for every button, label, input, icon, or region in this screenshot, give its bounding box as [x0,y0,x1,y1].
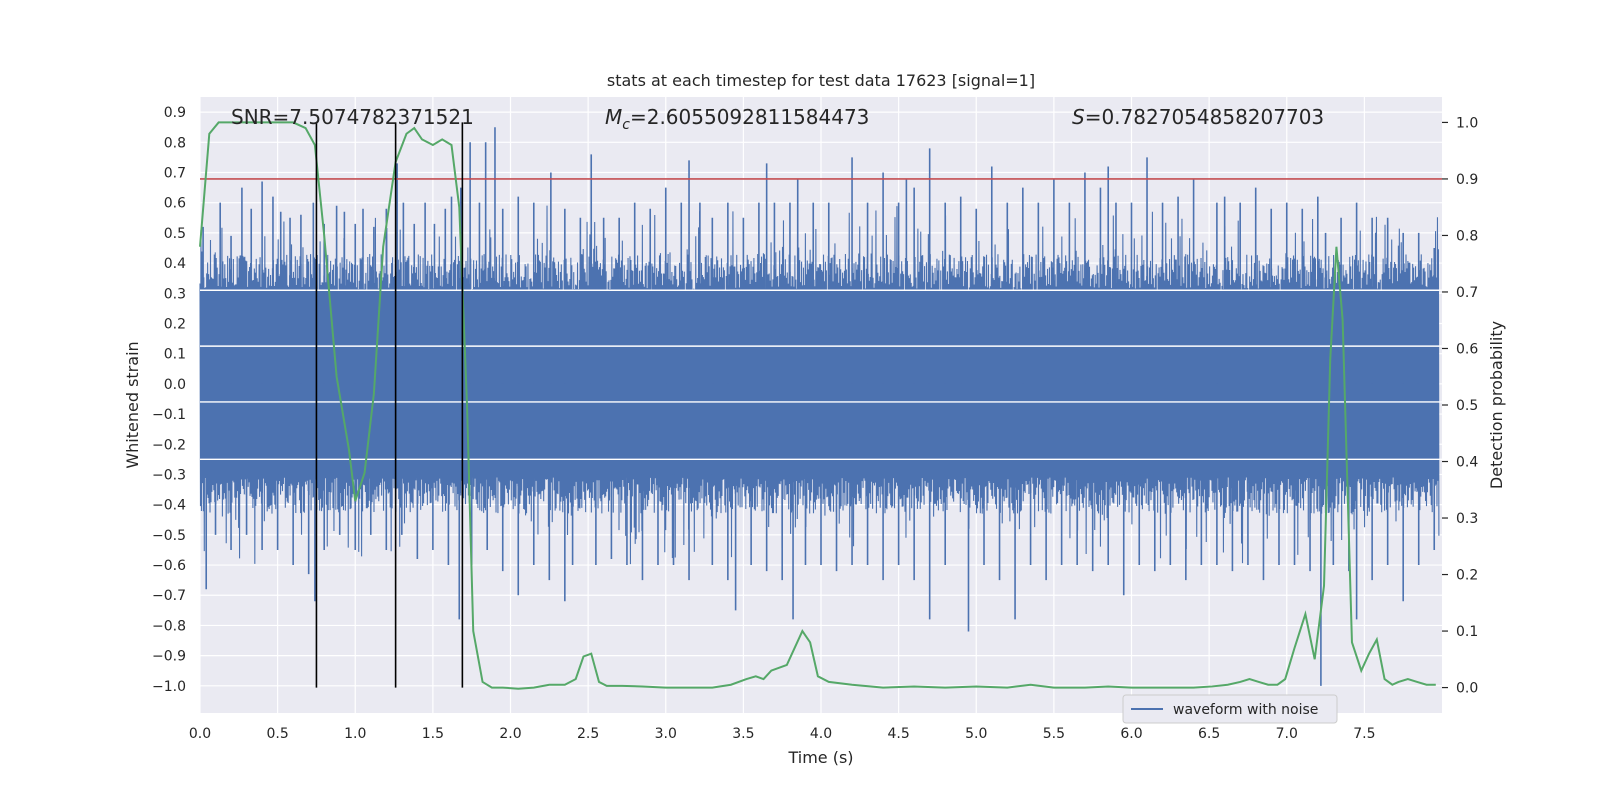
x-tick-label: 4.5 [887,726,909,742]
y2-axis-label: Detection probability [1487,321,1506,489]
x-tick-label: 5.0 [965,726,987,742]
s-annotation: S=0.7827054858207703 [1072,105,1324,129]
x-tick-label: 0.5 [266,726,288,742]
y2-tick-label: 0.6 [1456,341,1478,357]
mc-value: =2.6055092811584473 [630,105,869,129]
y-tick-label: 0.8 [164,135,186,151]
y-tick-label: 0.0 [164,377,186,393]
axes: 0.0 0.5 1.0 1.5 2.0 2.5 3.0 3.5 4.0 4.5 5.0 5.5 6.0 6… [152,105,1478,742]
x-tick-label: 1.0 [344,726,366,742]
legend: waveform with noise [1122,694,1338,724]
x-tick-label: 6.0 [1120,726,1142,742]
x-tick-label: 1.5 [422,726,444,742]
y-tick-label: −0.4 [152,498,186,514]
x-tick-label: 6.5 [1198,726,1220,742]
y-tick-label: −0.7 [152,588,186,604]
y2-tick-label: 0.8 [1456,228,1478,244]
x-tick-label: 2.0 [499,726,521,742]
y2-tick-label: 0.9 [1456,172,1478,188]
x-tick-label: 4.0 [810,726,832,742]
y2-tick-label: 1.0 [1456,115,1478,131]
mc-subscript: c [622,117,630,133]
y-tick-label: −0.8 [152,618,186,634]
x-tick-label: 7.0 [1276,726,1298,742]
x-axis-label: Time (s) [787,748,853,767]
y2-tick-label: 0.2 [1456,568,1478,584]
s-symbol: S [1072,105,1085,129]
probability-line [199,121,1436,690]
legend-label: waveform with noise [1173,702,1318,718]
y-tick-label: −1.0 [152,679,186,695]
y-tick-label: 0.9 [164,105,186,121]
y2-tick-label: 0.1 [1456,624,1478,640]
y-tick-label: 0.4 [164,256,186,272]
y2-tick-label: 0.7 [1456,285,1478,301]
y2-tick-label: 0.3 [1456,511,1478,527]
y-tick-label: −0.3 [152,467,186,483]
y-tick-label: 0.3 [164,286,186,302]
y2-tick-label: 0.5 [1456,398,1478,414]
vertical-markers [315,122,464,688]
x-tick-label: 2.5 [577,726,599,742]
y-tick-label: 0.2 [164,316,186,332]
y2-tick-label: 0.0 [1456,681,1478,697]
y-tick-label: 0.6 [164,196,186,212]
s-value: =0.7827054858207703 [1085,105,1324,129]
x-tick-label: 5.5 [1043,726,1065,742]
y-tick-label: 0.1 [164,347,186,363]
mc-symbol: M [605,105,622,129]
chirp-mass-annotation: Mc=2.6055092811584473 [605,105,869,133]
y-tick-label: −0.2 [152,437,186,453]
y-tick-label: 0.7 [164,165,186,181]
y-tick-label: −0.1 [152,407,186,423]
y2-tick-label: 0.4 [1456,455,1478,471]
y-tick-label: −0.5 [152,528,186,544]
x-tick-label: 7.5 [1353,726,1375,742]
x-tick-label: 0.0 [189,726,211,742]
chart-title: stats at each timestep for test data 176… [607,71,1035,90]
y-tick-label: −0.6 [152,558,186,574]
legend-box [1122,694,1338,724]
y-tick-label: 0.5 [164,226,186,242]
x-tick-label: 3.5 [732,726,754,742]
snr-annotation: SNR=7.5074782371521 [231,105,474,129]
y-tick-label: −0.9 [152,649,186,665]
x-tick-label: 3.0 [655,726,677,742]
y-axis-label: Whitened strain [123,341,142,468]
probability-series [199,121,1436,690]
white-reference-lines [200,289,1442,461]
